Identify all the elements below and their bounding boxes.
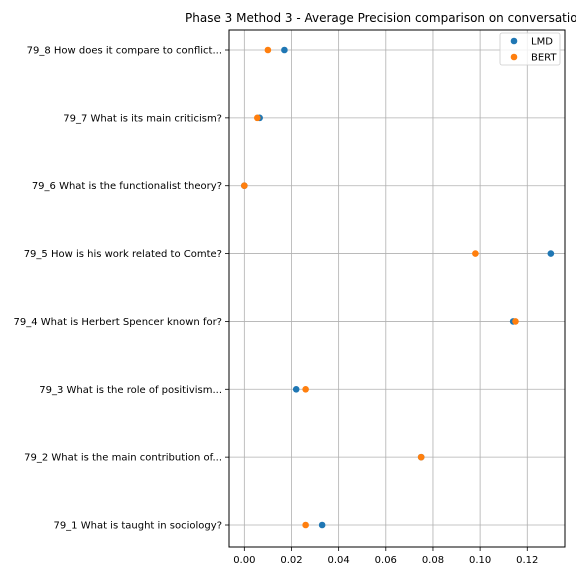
data-point-bert xyxy=(472,250,479,257)
data-point-lmd xyxy=(292,385,300,393)
data-point-bert xyxy=(253,114,261,122)
legend-marker-bert xyxy=(510,53,518,61)
x-tick-label: 0.02 xyxy=(280,555,302,566)
data-point-lmd xyxy=(281,46,288,54)
y-tick-label: 79_7 What is its main criticism? xyxy=(63,113,222,124)
x-tick-label: 0.04 xyxy=(328,555,350,566)
y-tick-label: 79_3 What is the role of positivism... xyxy=(39,385,222,396)
y-tick-label: 79_5 How is his work related to Comte? xyxy=(24,249,222,260)
legend-label-lmd: LMD xyxy=(531,37,553,48)
y-tick-label: 79_8 How does it compare to conflict... xyxy=(27,46,222,57)
y-tick-label: 79_6 What is the functionalist theory? xyxy=(32,181,222,192)
y-tick-label: 79_2 What is the main contribution of... xyxy=(24,453,222,464)
grid xyxy=(229,30,565,547)
data-point-bert xyxy=(302,385,309,393)
x-tick-label: 0.00 xyxy=(233,555,255,566)
x-tick-label: 0.12 xyxy=(516,555,538,566)
chart-title: Phase 3 Method 3 - Average Precision com… xyxy=(185,11,576,25)
data-point-lmd xyxy=(318,521,326,529)
data-point-bert xyxy=(302,521,309,529)
y-axis: 79_1 What is taught in sociology? 79_2 Wh… xyxy=(13,46,229,532)
y-tick-label: 79_1 What is taught in sociology? xyxy=(53,521,222,532)
data-point-lmd xyxy=(547,250,555,257)
data-point-bert xyxy=(241,182,248,190)
x-tick-label: 0.06 xyxy=(375,555,397,566)
x-axis: 0.00 0.02 0.04 0.06 0.08 0.10 0.12 xyxy=(233,547,538,566)
data-point-bert xyxy=(264,46,272,54)
y-tick-label: 79_4 What is Herbert Spencer known for? xyxy=(13,317,222,328)
data-points xyxy=(241,46,555,529)
legend: LMD BERT xyxy=(499,32,561,66)
legend-label-bert: BERT xyxy=(531,53,557,64)
data-point-bert xyxy=(417,453,425,461)
x-tick-label: 0.10 xyxy=(469,555,491,566)
x-tick-label: 0.08 xyxy=(422,555,444,566)
plot-frame xyxy=(228,29,566,548)
data-point-bert xyxy=(512,318,519,325)
legend-marker-lmd xyxy=(510,37,518,45)
